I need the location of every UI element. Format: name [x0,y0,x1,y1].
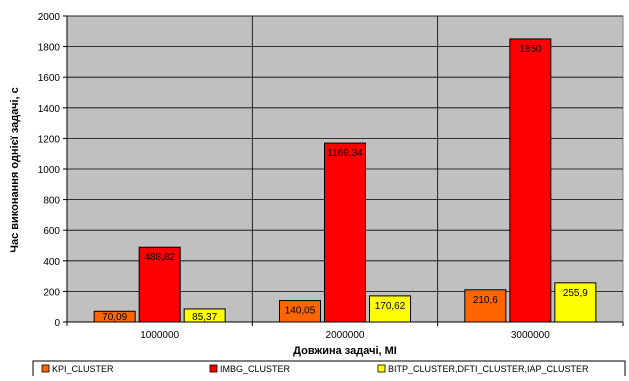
y-tick-label: 1400 [38,104,61,115]
y-tick-label: 0 [54,318,60,329]
x-tick-label: 2000000 [326,330,365,341]
data-label: 140,05 [285,306,316,317]
bar-imbg-cluster [509,38,552,323]
data-label: 210,6 [473,295,498,306]
y-axis-title: Час виконання однієї задачі, с [9,87,21,253]
data-label: 488,82 [144,252,175,263]
y-tick-label: 800 [43,196,60,207]
x-tick-label: 3000000 [511,330,550,341]
data-label: 170,62 [375,301,406,312]
legend-swatch [209,364,218,373]
bar-imbg-cluster [138,246,181,323]
y-tick-label: 1200 [38,134,61,145]
data-label: 1169,34 [327,148,363,159]
data-label: 70,09 [102,312,127,323]
y-tick-label: 1000 [38,165,61,176]
legend-swatch [41,364,50,373]
data-label: 1850 [519,44,542,55]
y-tick-label: 1800 [38,43,61,54]
bar-imbg-cluster [324,142,366,323]
x-axis-title: Довжина задачі, MI [293,345,397,357]
data-label: 85,37 [192,312,217,323]
y-tick-label: 400 [43,257,60,268]
legend-entry: BITP_CLUSTER,DFTI_CLUSTER,IAP_CLUSTER [388,364,589,374]
x-tick-label: 1000000 [140,330,179,341]
y-tick-label: 200 [43,287,60,298]
legend-entry: IMBG_CLUSTER [220,364,291,374]
data-label: 255,9 [563,288,588,299]
y-tick-label: 2000 [38,12,61,23]
legend-entry: KPI_CLUSTER [52,364,114,374]
y-tick-label: 600 [43,226,60,237]
legend-swatch [377,364,386,373]
bar-bitp-cluster-dfti-cluster-iap-cluster [554,282,597,323]
y-tick-label: 1600 [38,73,61,84]
